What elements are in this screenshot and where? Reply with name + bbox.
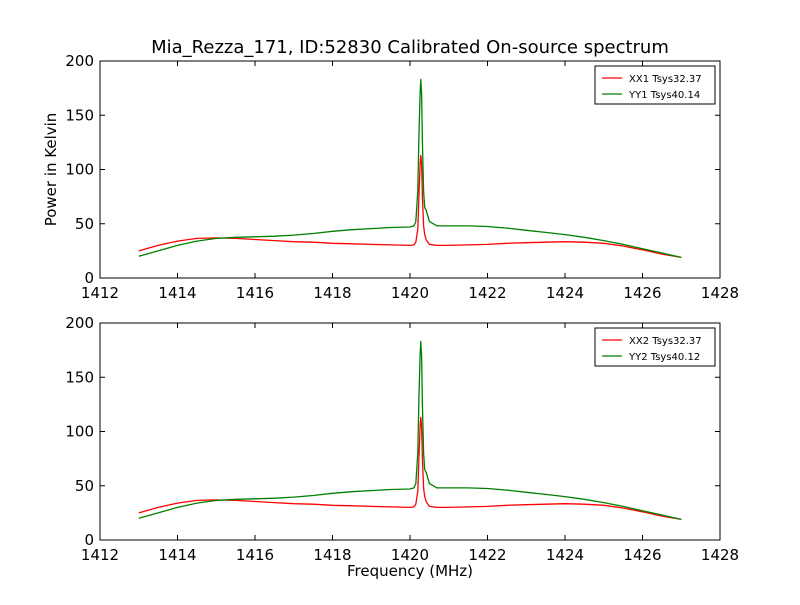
top-y-tick-label: 50 [75,215,94,233]
top-legend: XX1 Tsys32.37 YY1 Tsys40.14 [594,65,716,105]
bottom-series-line-1 [138,416,682,521]
bottom-x-tick-label: 1424 [546,546,584,564]
top-legend-label-1: XX1 Tsys32.37 [629,74,702,85]
top-x-tick-label: 1428 [701,284,739,302]
bottom-legend-label-1: XX2 Tsys32.37 [629,336,702,347]
top-x-tick-label: 1416 [236,284,274,302]
bottom-x-tick-label: 1418 [313,546,351,564]
bottom-panel: 1412 1414 1416 1418 1420 1422 1424 1426 1428 0 50 1… [65,314,739,580]
top-y-tick-label: 150 [65,106,94,124]
bottom-legend: XX2 Tsys32.37 YY2 Tsys40.12 [594,327,716,367]
bottom-series-line-2 [138,340,682,521]
top-y-tick-label: 200 [65,52,94,70]
bottom-x-tick-label: 1428 [701,546,739,564]
bottom-legend-label-2: YY2 Tsys40.12 [628,352,700,363]
top-x-tick-label: 1420 [391,284,429,302]
bottom-y-tick-label: 0 [84,531,94,549]
top-y-tick-label: 100 [65,161,94,179]
bottom-x-tick-label: 1412 [81,546,119,564]
top-legend-box [594,65,716,105]
bottom-x-tick-label: 1422 [468,546,506,564]
top-y-axis-label: Power in Kelvin [42,113,60,227]
top-x-tick-label: 1426 [623,284,661,302]
top-x-tick-label: 1414 [158,284,196,302]
bottom-y-tick-label: 150 [65,368,94,386]
top-series-line-2 [138,78,682,259]
top-x-tick-label: 1422 [468,284,506,302]
bottom-x-axis-label: Frequency (MHz) [347,562,473,580]
bottom-y-tick-label: 50 [75,477,94,495]
bottom-y-tick-label: 200 [65,314,94,332]
top-x-tick-label: 1424 [546,284,584,302]
bottom-x-tick-label: 1420 [391,546,429,564]
top-x-tick-label: 1412 [81,284,119,302]
top-panel: 1412 1414 1416 1418 1420 1422 1424 1426 1428 0 50 1… [42,52,739,302]
bottom-x-tick-label: 1414 [158,546,196,564]
top-y-tick-label: 0 [84,269,94,287]
bottom-legend-box [594,327,716,367]
bottom-x-tick-label: 1426 [623,546,661,564]
top-x-tick-label: 1418 [313,284,351,302]
top-series-line-1 [138,154,682,259]
bottom-x-tick-label: 1416 [236,546,274,564]
figure-title: Mia_Rezza_171, ID:52830 Calibrated On-so… [151,37,669,58]
bottom-y-tick-label: 100 [65,423,94,441]
top-legend-label-2: YY1 Tsys40.14 [628,90,700,101]
